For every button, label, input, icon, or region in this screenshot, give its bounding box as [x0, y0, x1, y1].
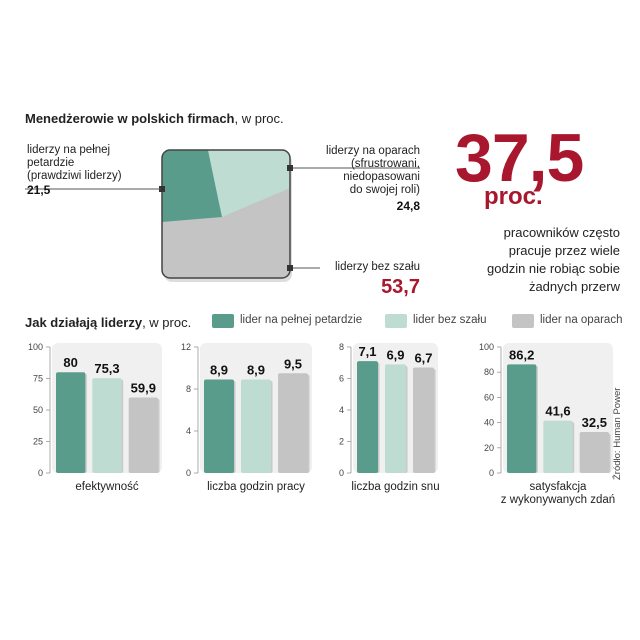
bar-x-label: liczba godzin pracy: [207, 481, 305, 493]
legend-label-support: lider na oparach: [540, 314, 623, 326]
bar: [507, 364, 537, 473]
legend-label-nohype: lider bez szału: [413, 314, 487, 326]
bar-x-label: efektywność: [75, 481, 139, 493]
bar-x-label: liczba godzin snu: [351, 481, 439, 493]
bar-x-label: satysfakcja: [530, 481, 587, 493]
bar: [579, 432, 609, 473]
legend-swatch-nohype: [385, 314, 407, 328]
bar-tick-label: 75: [33, 374, 43, 384]
bar-tick-label: 8: [186, 384, 191, 394]
bar-tick-label: 50: [33, 405, 43, 415]
bar: [385, 364, 406, 473]
bar-tick-label: 100: [479, 342, 494, 352]
bar-tick-label: 4: [339, 405, 344, 415]
bar-tick-label: 12: [181, 342, 191, 352]
label-full-line1: liderzy na pełnej: [27, 144, 111, 156]
bar-value-label: 75,3: [94, 361, 119, 376]
bar-tick-label: 0: [38, 468, 43, 478]
bar-section-title-unit: , w proc.: [142, 315, 192, 330]
highlight-text: pracowników często pracuje przez wiele g…: [430, 224, 620, 296]
value-full-leader: 21,5: [27, 183, 51, 197]
bar-value-label: 41,6: [545, 404, 570, 419]
legend-swatch-full: [212, 314, 234, 328]
bar-tick-label: 0: [489, 468, 494, 478]
bar-tick-label: 25: [33, 437, 43, 447]
bar: [278, 373, 308, 473]
label-full-leader: liderzy na pełnej petardzie (prawdziwi l…: [27, 144, 122, 183]
bar-value-label: 6,7: [414, 350, 432, 365]
source-note: Źródło: Human Power: [612, 387, 623, 480]
pie-slice-nohype: [162, 188, 290, 278]
bar-tick-label: 6: [339, 374, 344, 384]
pie-slice-support: [208, 150, 290, 217]
value-support-leader: 24,8: [396, 199, 420, 213]
bar-section-title-bold: Jak działają liderzy: [25, 315, 143, 330]
label-support-leader: liderzy na oparach (sfrustrowani, niedop…: [300, 145, 420, 197]
label-full-line3: (prawdziwi liderzy): [27, 170, 122, 182]
legend-label-full: lider na pełnej petardzie: [240, 314, 363, 326]
bar-value-label: 86,2: [509, 347, 534, 362]
bar-tick-label: 8: [339, 342, 344, 352]
bar: [543, 420, 573, 473]
bar-tick-label: 60: [484, 392, 494, 402]
bar-tick-label: 0: [186, 468, 191, 478]
pie-chart-title-unit: , w proc.: [234, 111, 284, 126]
bar: [413, 367, 434, 473]
bar: [56, 372, 86, 473]
bar-value-label: 80: [63, 355, 77, 370]
pie-chart-title: Menedżerowie w polskich firmach, w proc.: [25, 111, 284, 126]
label-support-line3: niedopasowani: [343, 171, 420, 183]
bar-tick-label: 2: [339, 437, 344, 447]
bar: [357, 361, 378, 473]
bar-x-label: z wykonywanych zdań: [501, 494, 615, 506]
label-nohype-leader: liderzy bez szału: [334, 261, 420, 273]
bar-tick-label: 4: [186, 426, 191, 436]
label-support-line2: (sfrustrowani,: [350, 158, 420, 170]
highlight-number: 37,5: [455, 120, 584, 196]
bar-value-label: 9,5: [284, 356, 302, 371]
bar-value-label: 32,5: [582, 415, 607, 430]
highlight-text-line4: żadnych przerw: [528, 279, 620, 294]
value-nohype-leader: 53,7: [381, 276, 420, 298]
bar: [204, 379, 234, 473]
pie-chart: [159, 149, 293, 282]
bar-tick-label: 100: [28, 342, 43, 352]
pie-chart-title-bold: Menedżerowie w polskich firmach: [25, 111, 235, 126]
legend-swatch-support: [512, 314, 534, 328]
bar: [92, 378, 122, 473]
source-note-box: Źródło: Human Power: [612, 360, 626, 480]
bar-tick-label: 0: [339, 468, 344, 478]
bar-value-label: 8,9: [247, 363, 265, 378]
bar: [241, 379, 271, 473]
bar-value-label: 59,9: [131, 381, 156, 396]
bar-tick-label: 80: [484, 367, 494, 377]
bar-value-label: 6,9: [386, 347, 404, 362]
label-support-line4: do swojej roli): [349, 184, 420, 196]
bar-section-title: Jak działają liderzy, w proc.: [25, 315, 191, 330]
pie-slice-full: [162, 150, 222, 222]
bar-tick-label: 20: [484, 443, 494, 453]
bar-tick-label: 40: [484, 418, 494, 428]
bar-value-label: 8,9: [210, 363, 228, 378]
highlight-text-line1: pracowników często: [503, 225, 620, 240]
bar: [128, 397, 158, 473]
highlight-text-line2: pracuje przez wiele: [508, 243, 620, 258]
bar-value-label: 7,1: [358, 344, 376, 359]
label-full-line2: petardzie: [27, 157, 75, 169]
highlight-text-line3: godzin nie robiąc sobie: [487, 261, 620, 276]
label-support-line1: liderzy na oparach: [326, 145, 420, 157]
highlight-unit: proc.: [484, 183, 543, 210]
